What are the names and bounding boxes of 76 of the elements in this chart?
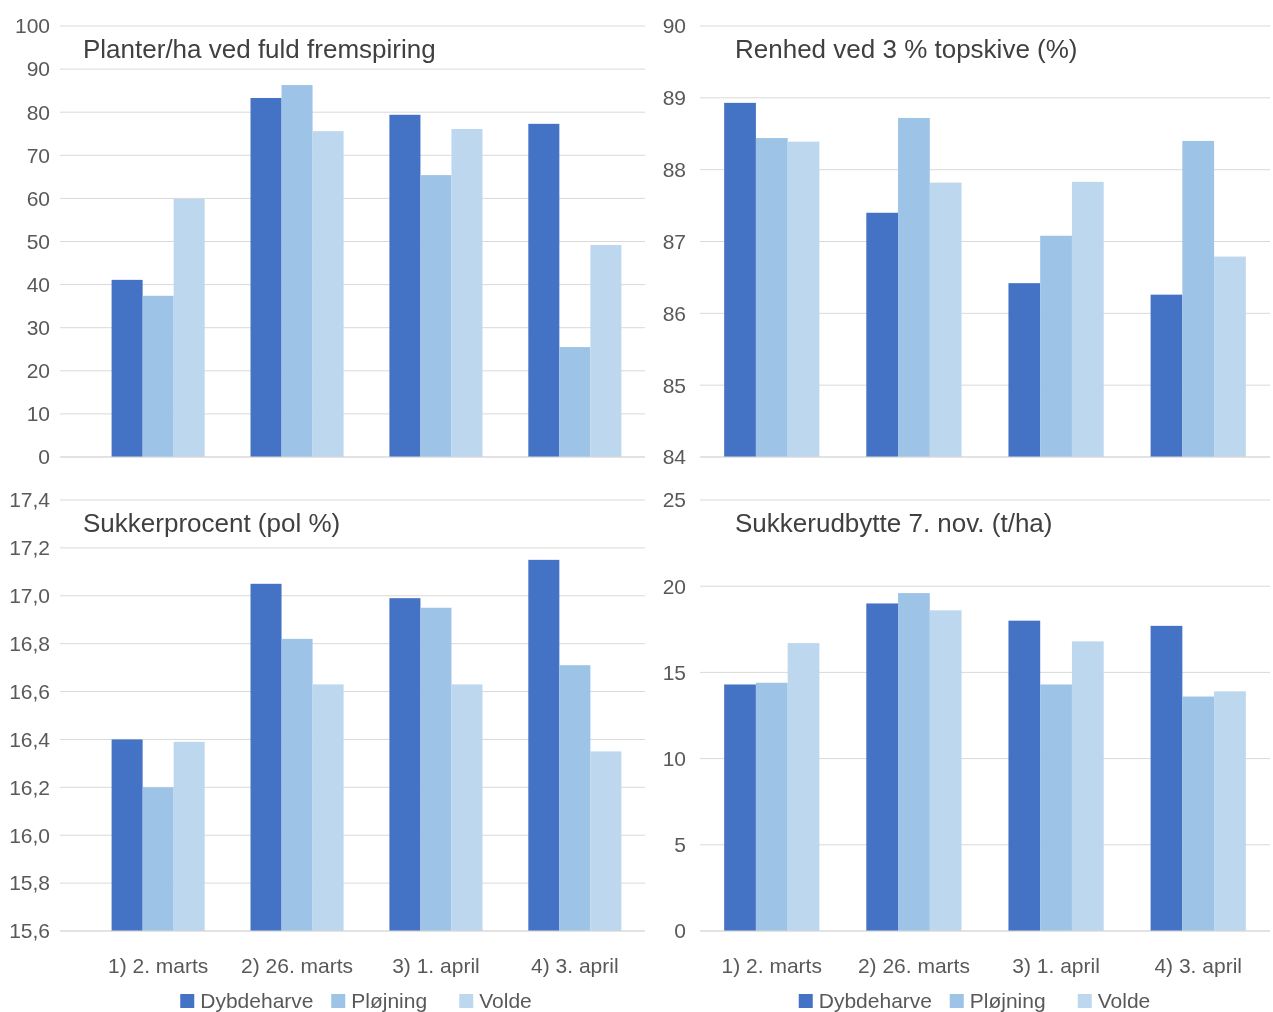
y-tick-label: 10 [26, 402, 50, 426]
x-tick-label: 1) 2. marts [107, 954, 209, 977]
bar [420, 175, 452, 457]
bar [250, 97, 282, 457]
y-tick-label: 16,4 [9, 727, 51, 751]
bar [898, 593, 930, 931]
y-tick-label: 16,8 [9, 632, 50, 656]
x-tick-label: 3) 1. april [1012, 954, 1100, 977]
bar [281, 85, 313, 457]
bar [929, 610, 962, 931]
y-tick-label: 20 [26, 359, 50, 383]
x-tick-label: 1) 2. marts [721, 954, 822, 977]
y-tick-label: 80 [26, 100, 50, 124]
bar [724, 684, 756, 931]
bar [451, 129, 483, 457]
bar [1150, 625, 1183, 931]
legend-label: Volde [1097, 989, 1151, 1012]
y-tick-label: 90 [662, 14, 686, 38]
bar [1182, 696, 1215, 931]
bar [312, 131, 344, 457]
bar [142, 295, 174, 457]
legend-label: Dybdeharve [818, 989, 932, 1012]
x-tick-label: 2) 26. marts [241, 954, 354, 977]
y-tick-label: 0 [38, 445, 50, 469]
bar [1071, 641, 1104, 931]
bar [1040, 684, 1072, 931]
bar [111, 279, 143, 457]
bar [1008, 620, 1041, 931]
y-tick-label: 88 [662, 158, 686, 182]
legend-label: Pløjning [351, 989, 428, 1012]
y-tick-label: 10 [662, 746, 686, 770]
y-tick-label: 85 [662, 373, 686, 397]
y-tick-label: 30 [26, 316, 50, 340]
y-tick-label: 90 [26, 57, 50, 81]
bar [755, 682, 788, 931]
y-tick-label: 5 [674, 833, 686, 857]
legend-label: Pløjning [969, 989, 1046, 1012]
y-tick-label: 40 [26, 272, 50, 296]
y-tick-label: 0 [674, 919, 686, 943]
y-tick-label: 84 [662, 445, 687, 469]
chart-title: Renhed ved 3 % topskive (%) [735, 34, 1078, 64]
y-tick-label: 17,2 [9, 536, 50, 560]
y-tick-label: 16,6 [9, 679, 50, 703]
y-tick-label: 100 [14, 14, 50, 38]
y-tick-label: 25 [662, 488, 686, 512]
x-tick-label: 4) 3. april [531, 954, 619, 977]
y-tick-label: 17,4 [9, 488, 51, 512]
bar [528, 123, 560, 457]
y-tick-label: 15 [662, 660, 686, 684]
y-tick-label: 17,0 [9, 584, 50, 608]
legend-label: Dybdeharve [200, 989, 314, 1012]
legend-label: Volde [479, 989, 532, 1012]
y-tick-label: 15,8 [9, 871, 50, 895]
bar [559, 347, 591, 457]
y-tick-label: 86 [662, 301, 686, 325]
bar [1214, 691, 1246, 931]
y-tick-label: 70 [26, 143, 50, 167]
bar [173, 198, 205, 457]
y-tick-label: 15,6 [9, 919, 50, 943]
chart-title: Planter/ha ved fuld fremspiring [83, 34, 436, 64]
y-tick-label: 60 [26, 186, 50, 210]
x-tick-label: 2) 26. marts [857, 954, 970, 977]
x-tick-label: 3) 1. april [392, 954, 480, 977]
bar [866, 603, 899, 931]
bar [590, 244, 622, 457]
y-tick-label: 20 [662, 574, 686, 598]
bar [389, 114, 421, 457]
y-tick-label: 87 [662, 229, 686, 253]
chart-title: Sukkerprocent (pol %) [83, 508, 341, 538]
x-tick-label: 4) 3. april [1154, 954, 1242, 977]
y-tick-label: 89 [662, 86, 686, 110]
y-tick-label: 16,2 [9, 775, 50, 799]
y-tick-label: 50 [26, 229, 50, 253]
bar [787, 643, 820, 931]
y-tick-label: 16,0 [9, 823, 50, 847]
chart-title: Sukkerudbytte 7. nov. (t/ha) [735, 508, 1053, 538]
